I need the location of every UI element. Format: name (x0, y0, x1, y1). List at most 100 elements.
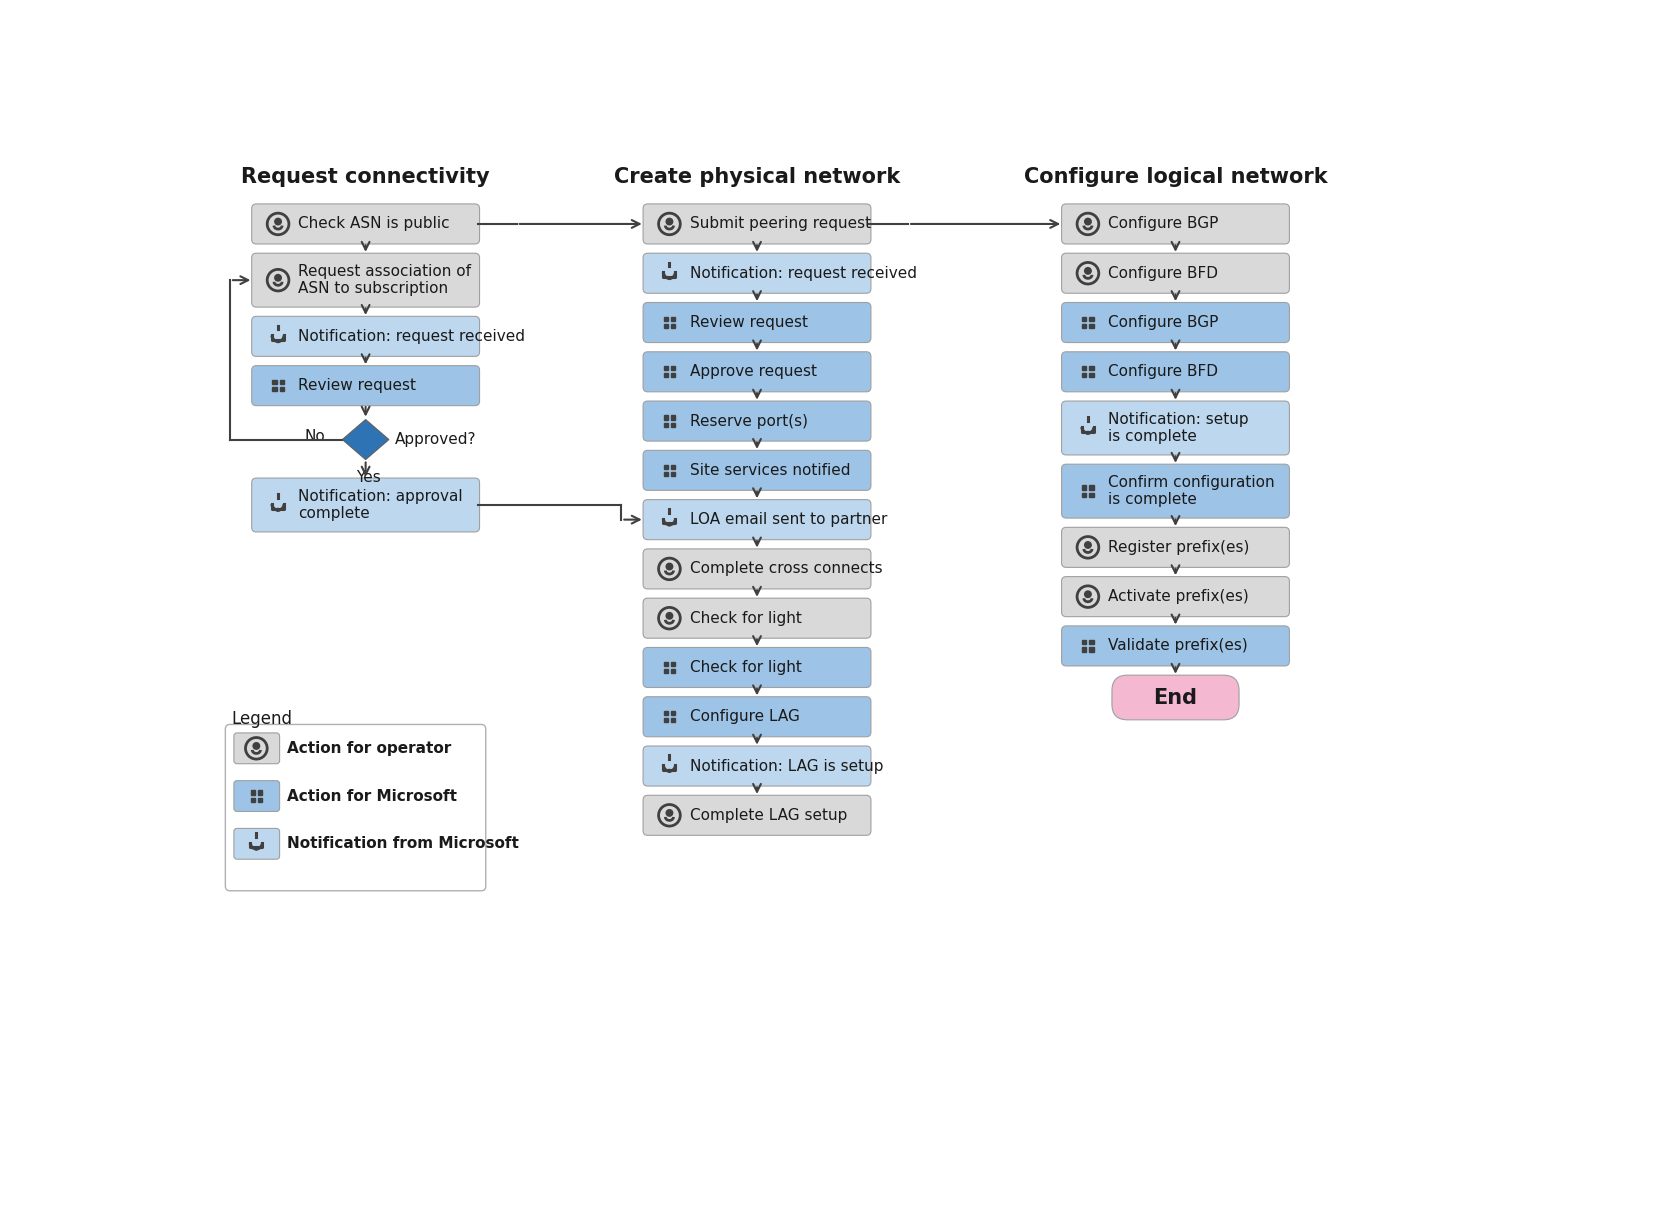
FancyBboxPatch shape (233, 732, 280, 763)
FancyBboxPatch shape (251, 478, 480, 532)
Bar (1090, 640, 1093, 644)
FancyBboxPatch shape (643, 549, 872, 588)
Bar (1090, 366, 1093, 371)
FancyBboxPatch shape (251, 366, 480, 406)
FancyBboxPatch shape (1062, 204, 1290, 244)
FancyBboxPatch shape (643, 401, 872, 441)
Bar (663, 712, 668, 715)
Bar (663, 464, 668, 469)
Text: Activate prefix(es): Activate prefix(es) (1108, 590, 1249, 604)
Text: Notification: setup
is complete: Notification: setup is complete (1108, 412, 1249, 444)
FancyBboxPatch shape (643, 746, 872, 787)
FancyBboxPatch shape (643, 648, 872, 687)
FancyBboxPatch shape (1062, 527, 1290, 567)
Text: Site services notified: Site services notified (690, 463, 850, 478)
FancyBboxPatch shape (643, 598, 872, 638)
FancyBboxPatch shape (643, 254, 872, 293)
Text: No: No (304, 428, 326, 444)
Bar (663, 718, 668, 723)
Circle shape (667, 810, 673, 816)
Text: Notification: LAG is setup: Notification: LAG is setup (690, 758, 883, 773)
Bar (672, 471, 675, 476)
Bar (672, 718, 675, 723)
Text: Notification: request received: Notification: request received (690, 266, 916, 281)
Text: Register prefix(es): Register prefix(es) (1108, 540, 1249, 555)
Bar (672, 712, 675, 715)
Bar (1090, 316, 1093, 321)
Bar (663, 373, 668, 378)
Bar (1082, 373, 1087, 378)
Circle shape (253, 742, 260, 750)
Bar (672, 464, 675, 469)
FancyBboxPatch shape (643, 795, 872, 836)
Bar (1082, 324, 1087, 329)
Circle shape (1085, 542, 1092, 548)
Circle shape (668, 523, 672, 526)
Text: Complete cross connects: Complete cross connects (690, 561, 882, 576)
Circle shape (1087, 431, 1090, 435)
Text: Configure BFD: Configure BFD (1108, 364, 1217, 379)
Bar (258, 790, 261, 794)
Bar (280, 388, 284, 391)
Bar (1090, 492, 1093, 497)
Text: Check for light: Check for light (690, 660, 802, 675)
Text: End: End (1153, 687, 1197, 708)
FancyBboxPatch shape (1062, 352, 1290, 391)
Bar (672, 668, 675, 673)
Circle shape (1085, 591, 1092, 597)
FancyBboxPatch shape (1111, 675, 1239, 720)
Circle shape (255, 847, 258, 849)
Bar (1090, 324, 1093, 329)
Text: LOA email sent to partner: LOA email sent to partner (690, 512, 887, 527)
FancyBboxPatch shape (251, 204, 480, 244)
Text: Create physical network: Create physical network (614, 167, 900, 187)
Bar (1090, 485, 1093, 490)
Polygon shape (342, 420, 389, 459)
Bar (1082, 492, 1087, 497)
Text: Action for operator: Action for operator (288, 741, 452, 756)
Bar (672, 316, 675, 321)
Bar (663, 471, 668, 476)
FancyBboxPatch shape (251, 316, 480, 357)
Bar (258, 798, 261, 801)
Circle shape (667, 613, 673, 619)
Text: Submit peering request: Submit peering request (690, 217, 870, 231)
FancyBboxPatch shape (233, 780, 280, 811)
FancyBboxPatch shape (643, 204, 872, 244)
Circle shape (1085, 218, 1092, 225)
Bar (663, 415, 668, 420)
Bar (672, 366, 675, 371)
Text: Request connectivity: Request connectivity (241, 167, 490, 187)
Bar (273, 380, 276, 384)
Text: Approved?: Approved? (395, 432, 476, 447)
Text: Confirm configuration
is complete: Confirm configuration is complete (1108, 475, 1275, 507)
Text: Notification: request received: Notification: request received (298, 329, 526, 343)
Circle shape (668, 277, 672, 279)
Bar (672, 324, 675, 329)
Text: Notification: approval
complete: Notification: approval complete (298, 489, 463, 521)
Bar (672, 662, 675, 666)
FancyBboxPatch shape (643, 500, 872, 539)
Bar (1082, 316, 1087, 321)
Bar (251, 798, 255, 801)
FancyBboxPatch shape (251, 254, 480, 307)
Bar (1082, 366, 1087, 371)
Circle shape (276, 340, 280, 342)
Text: Action for Microsoft: Action for Microsoft (288, 789, 458, 804)
Bar (663, 366, 668, 371)
Bar (663, 324, 668, 329)
Text: Review request: Review request (298, 378, 417, 393)
Bar (1090, 373, 1093, 378)
Text: Configure BGP: Configure BGP (1108, 315, 1219, 330)
Bar (663, 668, 668, 673)
Text: Check ASN is public: Check ASN is public (298, 217, 450, 231)
Bar (663, 316, 668, 321)
Text: Configure BFD: Configure BFD (1108, 266, 1217, 281)
Text: Configure BGP: Configure BGP (1108, 217, 1219, 231)
FancyBboxPatch shape (643, 303, 872, 342)
Circle shape (1085, 267, 1092, 275)
Text: Configure logical network: Configure logical network (1024, 167, 1327, 187)
Text: Request association of
ASN to subscription: Request association of ASN to subscripti… (298, 263, 471, 297)
Text: Reserve port(s): Reserve port(s) (690, 414, 807, 428)
FancyBboxPatch shape (1062, 625, 1290, 666)
